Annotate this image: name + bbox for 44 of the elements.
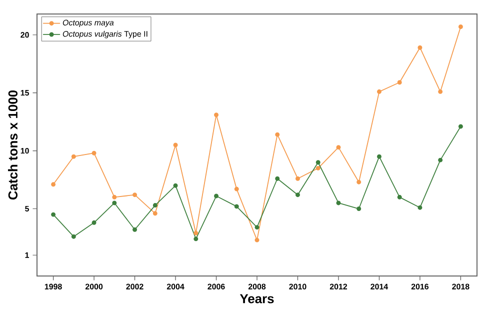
point — [458, 124, 463, 129]
point — [234, 186, 239, 192]
point — [316, 166, 320, 170]
point — [51, 182, 56, 187]
point — [438, 158, 443, 162]
point — [71, 234, 76, 239]
point — [173, 183, 178, 188]
point — [132, 192, 138, 198]
point — [92, 150, 96, 156]
point — [152, 211, 158, 216]
point — [397, 194, 402, 200]
point — [214, 112, 219, 118]
y-axis-title: Catch tons x 1000 — [8, 90, 18, 200]
point — [112, 194, 117, 200]
point — [132, 227, 138, 232]
point — [356, 206, 362, 212]
point — [336, 200, 341, 206]
point — [438, 89, 443, 94]
point — [194, 236, 198, 242]
point — [418, 205, 422, 210]
point — [376, 89, 382, 94]
point — [92, 220, 96, 225]
point — [418, 45, 422, 50]
point — [152, 203, 158, 208]
point — [254, 225, 260, 230]
point — [275, 132, 280, 137]
point — [458, 24, 463, 29]
x-axis-title: Years — [240, 294, 274, 304]
point — [51, 212, 56, 217]
point — [112, 200, 117, 206]
point — [275, 176, 280, 181]
point — [296, 192, 300, 198]
point — [296, 176, 300, 181]
point — [356, 180, 362, 184]
point — [234, 204, 239, 209]
point — [316, 160, 320, 165]
point — [194, 230, 198, 236]
point — [173, 142, 178, 148]
point — [71, 154, 76, 159]
point — [376, 154, 382, 159]
point — [254, 238, 260, 242]
point — [214, 194, 219, 198]
point — [397, 80, 402, 85]
point — [336, 145, 341, 150]
